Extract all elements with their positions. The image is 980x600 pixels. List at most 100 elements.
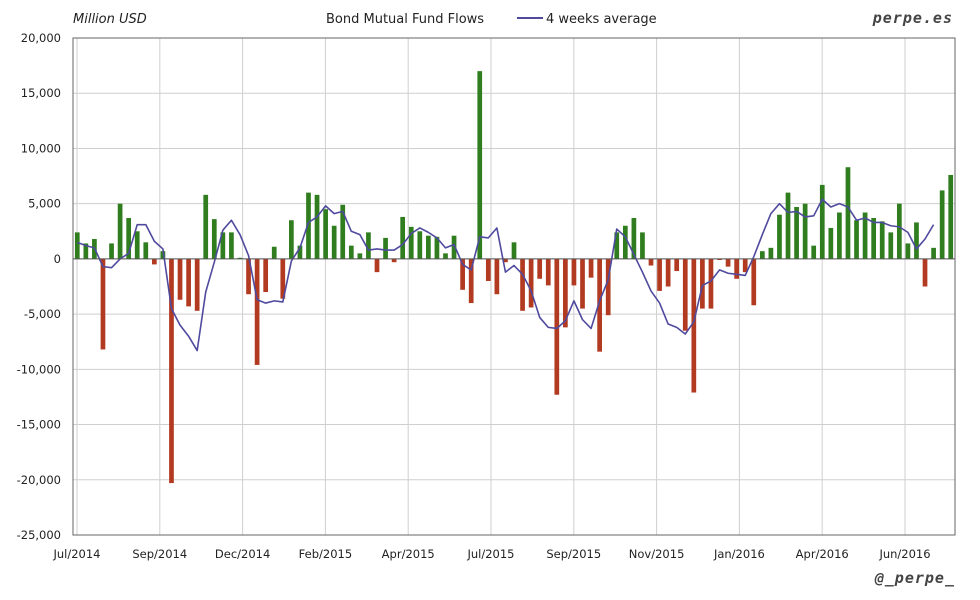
flow-bar — [314, 194, 320, 259]
flow-bar — [134, 231, 140, 259]
flow-bar — [948, 174, 954, 259]
chart-title: Bond Mutual Fund Flows — [326, 12, 484, 27]
flow-bar — [220, 232, 226, 259]
flow-bar — [785, 192, 791, 259]
flow-bar — [434, 236, 440, 259]
flow-bar — [588, 258, 594, 278]
flow-bar — [794, 206, 799, 259]
flow-bar — [734, 258, 739, 279]
bar-series — [74, 71, 954, 484]
flow-bar — [811, 245, 817, 259]
flow-bar — [545, 258, 551, 286]
flow-bar — [366, 232, 371, 259]
flow-bar — [306, 192, 311, 259]
x-tick-label: Apr/2015 — [382, 547, 435, 561]
flow-bar — [511, 242, 517, 259]
flow-bar — [408, 226, 414, 259]
flow-bar — [117, 203, 123, 259]
flow-bar — [614, 232, 620, 259]
flow-bar — [777, 214, 782, 259]
y-tick-label: -20,000 — [17, 473, 61, 487]
y-tick-label: 0 — [54, 252, 61, 266]
flow-bar — [597, 258, 602, 352]
flow-bar — [657, 258, 662, 291]
flow-bar — [323, 209, 328, 259]
flow-bar — [939, 190, 945, 259]
x-tick-label: Dec/2014 — [215, 547, 270, 561]
flow-bar — [485, 258, 491, 281]
unit-label: Million USD — [73, 12, 147, 27]
flow-bar — [74, 232, 80, 259]
flow-bar — [571, 258, 577, 286]
flow-bar — [537, 258, 543, 279]
flow-bar — [340, 204, 346, 259]
flow-bar — [896, 203, 902, 259]
flow-bar — [177, 258, 183, 300]
flow-bar — [802, 203, 808, 259]
flow-bar — [391, 258, 397, 263]
flow-bar — [109, 243, 114, 259]
flow-bar — [357, 253, 363, 259]
flow-bar — [682, 258, 688, 331]
flow-bar — [503, 258, 508, 263]
x-tick-label: Feb/2015 — [299, 547, 353, 561]
y-tick-label: 10,000 — [21, 141, 61, 155]
flow-bar — [494, 258, 500, 295]
flow-bar — [246, 258, 251, 295]
flow-bar — [400, 216, 406, 259]
flow-bar — [451, 235, 457, 259]
credit-label: @_perpe_ — [874, 569, 955, 587]
flow-bar — [888, 232, 894, 259]
flow-bar — [237, 257, 243, 259]
flow-bar — [554, 258, 560, 395]
flow-bar — [862, 212, 868, 259]
flow-bar — [742, 258, 748, 273]
y-tick-label: -15,000 — [17, 418, 61, 432]
flow-bar — [828, 227, 834, 259]
flow-bar — [477, 71, 483, 259]
flow-bar — [879, 221, 885, 259]
flow-bar — [759, 251, 765, 259]
flow-bar — [845, 167, 851, 259]
flow-bar — [528, 258, 534, 308]
flow-bar — [717, 258, 722, 260]
x-tick-label: Sep/2014 — [132, 547, 187, 561]
flow-bar — [854, 220, 859, 259]
average-line — [76, 198, 935, 352]
y-tick-label: -10,000 — [17, 362, 61, 376]
flow-bar — [631, 218, 637, 259]
flow-bar — [374, 258, 380, 273]
flow-bar — [725, 258, 731, 267]
flow-bar — [100, 258, 106, 350]
flow-bar — [194, 258, 200, 311]
flow-bar — [460, 258, 465, 290]
y-tick-label: 20,000 — [21, 31, 61, 45]
flow-bar — [468, 258, 474, 304]
flow-bar — [751, 258, 757, 306]
flow-bar — [254, 258, 260, 365]
flow-bar — [443, 253, 448, 259]
chart-grid — [73, 37, 955, 536]
flow-bar — [331, 225, 337, 259]
flow-bar — [143, 242, 149, 259]
flow-bar — [914, 222, 919, 259]
flow-bar — [83, 243, 89, 259]
legend-line-label: 4 weeks average — [546, 12, 657, 27]
x-tick-label: Jan/2016 — [713, 547, 765, 561]
flow-bar — [905, 243, 911, 259]
flow-bar — [520, 258, 525, 311]
x-tick-label: Apr/2016 — [796, 547, 849, 561]
flow-bar — [708, 258, 714, 309]
flow-bar — [426, 235, 431, 259]
flow-bar — [819, 184, 825, 259]
y-tick-label: -25,000 — [17, 528, 61, 542]
flow-bar — [640, 232, 645, 259]
flow-bar — [931, 247, 936, 259]
y-tick-label: 5,000 — [28, 197, 61, 211]
flow-bar — [229, 232, 234, 259]
y-tick-label: -5,000 — [24, 307, 61, 321]
flow-bar — [383, 237, 388, 259]
flow-bar — [263, 258, 269, 293]
x-tick-label: Sep/2015 — [546, 547, 601, 561]
flow-bar — [665, 258, 671, 287]
